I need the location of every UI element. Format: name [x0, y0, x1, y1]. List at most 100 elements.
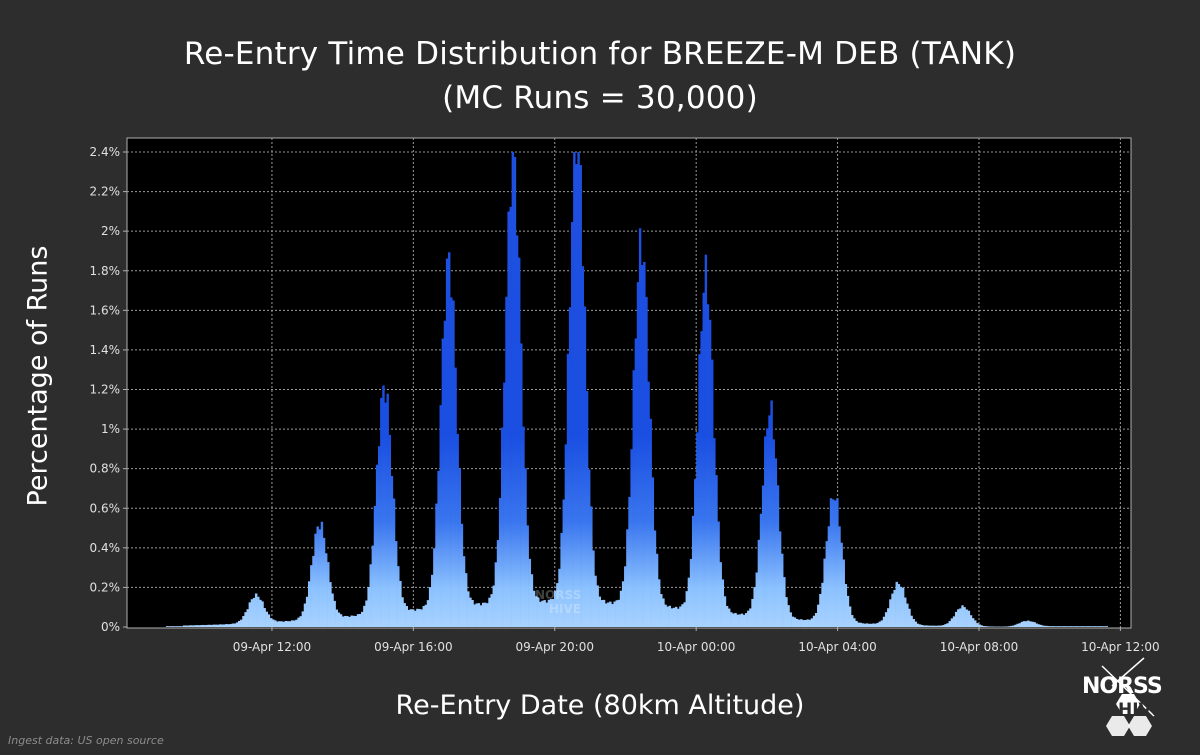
y-tick-label: 0%: [101, 620, 120, 634]
x-tick-label: 10-Apr 12:00: [1081, 640, 1160, 654]
histogram-bar: [551, 599, 555, 627]
histogram-bar: [577, 152, 580, 627]
histogram-bar: [600, 600, 604, 627]
histogram-bar: [971, 618, 975, 627]
histogram-bar: [738, 614, 742, 627]
histogram-bar: [193, 625, 196, 627]
histogram-bar: [604, 603, 608, 627]
histogram-bar: [221, 624, 224, 627]
histogram-bar: [180, 626, 184, 627]
histogram-bar: [687, 577, 691, 627]
histogram-bar: [562, 499, 565, 627]
histogram-bar: [901, 587, 905, 627]
histogram-bar: [467, 591, 470, 627]
histogram-bar: [575, 164, 578, 628]
histogram-bar: [450, 297, 453, 627]
histogram-bar: [641, 264, 644, 627]
histogram-bar: [240, 619, 243, 627]
histogram-bar: [655, 553, 659, 627]
histogram-bar: [176, 626, 179, 627]
histogram-bar: [206, 624, 209, 627]
histogram-bar: [532, 590, 536, 627]
histogram-bar: [696, 432, 699, 627]
histogram-bar: [1003, 626, 1007, 627]
histogram-bar: [867, 623, 871, 627]
histogram-bar: [505, 296, 508, 627]
histogram-bar: [216, 624, 220, 627]
histogram-bar: [284, 620, 288, 627]
histogram-bar: [271, 619, 275, 627]
histogram-bar: [1033, 622, 1036, 627]
histogram-bar: [1018, 623, 1022, 627]
histogram-bar: [1041, 625, 1045, 627]
histogram-bar: [212, 624, 215, 627]
histogram-bar: [189, 625, 192, 627]
histogram-bar: [208, 624, 211, 627]
histogram-bar: [933, 625, 937, 627]
histogram-bar: [742, 614, 746, 627]
y-axis: 0% 0.2% 0.4% 0.6% 0.8% 1% 1.2% 1.4% 1.6% 1.8% 2% 2.…: [90, 145, 127, 634]
histogram-bar: [1063, 626, 1066, 627]
histogram-bar: [471, 599, 474, 627]
histogram-bar: [853, 618, 856, 627]
histogram-bar: [447, 252, 451, 627]
histogram-bar: [375, 464, 379, 627]
histogram-bar: [1031, 621, 1034, 627]
histogram-bar: [356, 614, 360, 627]
x-tick-label: 09-Apr 20:00: [516, 640, 595, 654]
histogram-bar: [418, 608, 421, 627]
histogram-bar: [851, 615, 854, 627]
histogram-bar: [488, 597, 491, 627]
histogram-bar: [1005, 626, 1009, 627]
histogram-bar: [772, 439, 775, 627]
histogram-bar: [598, 596, 602, 627]
histogram-bar: [691, 515, 695, 627]
x-tick-label: 09-Apr 12:00: [233, 640, 312, 654]
histogram-bar: [537, 597, 540, 627]
histogram-bar: [254, 593, 258, 627]
histogram-bar: [783, 577, 786, 627]
histogram-bar: [808, 619, 812, 627]
histogram-bar: [439, 405, 442, 627]
histogram-bar: [976, 623, 979, 627]
histogram-bar: [333, 600, 336, 627]
histogram-bar: [766, 428, 769, 627]
histogram-bar: [337, 612, 341, 627]
histogram-bar: [1056, 626, 1060, 627]
histogram-bar: [929, 625, 932, 627]
histogram-bar: [534, 596, 538, 627]
y-tick-label: 0.2%: [90, 580, 121, 594]
histogram-bar: [484, 602, 487, 627]
histogram-bar: [238, 620, 241, 627]
histogram-bar: [420, 609, 423, 627]
y-tick-label: 1.2%: [90, 383, 121, 397]
histogram-bar: [170, 626, 173, 627]
histogram-bar: [233, 623, 237, 627]
histogram-bar: [324, 553, 328, 627]
histogram-bar: [668, 605, 672, 627]
histogram-bar: [730, 612, 733, 627]
histogram-bar: [613, 601, 616, 627]
histogram-bar: [831, 499, 835, 627]
y-tick-label: 1.4%: [90, 343, 121, 357]
histogram-bar: [269, 618, 273, 627]
histogram-bar: [291, 620, 294, 627]
histogram-bar: [747, 610, 750, 627]
histogram-bar: [965, 609, 968, 627]
histogram-bar: [458, 468, 462, 627]
histogram-bar: [967, 610, 971, 627]
histogram-bar: [848, 606, 852, 627]
histogram-bar: [257, 596, 260, 627]
histogram-bar: [649, 418, 652, 627]
histogram-bar: [988, 626, 992, 627]
histogram-bar: [897, 584, 901, 627]
histogram-bar: [653, 530, 657, 627]
histogram-bar: [297, 617, 300, 627]
histogram-bar: [1082, 626, 1085, 627]
histogram-bar: [1035, 623, 1038, 627]
histogram-bar: [182, 625, 186, 627]
histogram-bar: [583, 306, 587, 627]
histogram-bar: [821, 582, 824, 627]
histogram-bar: [751, 598, 754, 627]
histogram-bar: [503, 382, 506, 627]
